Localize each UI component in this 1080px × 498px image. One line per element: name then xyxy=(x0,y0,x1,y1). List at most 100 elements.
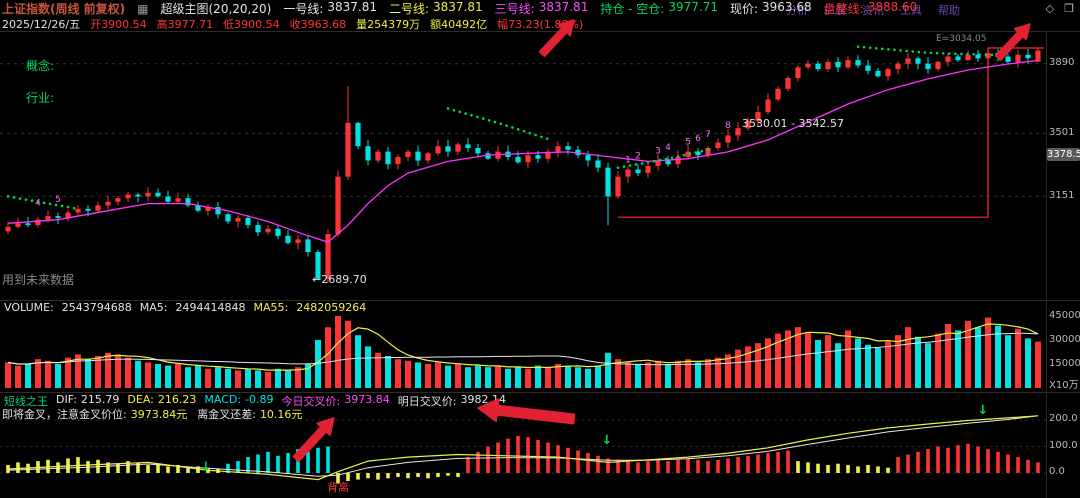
low-price-callout: ←2689.70 xyxy=(312,273,367,286)
diamond-icon[interactable]: ◇ xyxy=(1045,2,1055,15)
line2-value: 3837.81 xyxy=(433,0,483,14)
macd-value: -0.89 xyxy=(245,393,274,406)
symbol-title[interactable]: 上证指数(周线 前复权) xyxy=(2,2,126,16)
price-axis-tick-0: 3890 xyxy=(1049,57,1075,68)
svg-text:4: 4 xyxy=(665,143,671,153)
line3-readout: 三号线: 3837.81 xyxy=(495,0,589,17)
tomorrow-cross-label: 明日交叉价: xyxy=(397,395,457,408)
future-data-watermark: 用到未来数据 xyxy=(2,273,75,287)
svg-text:6: 6 xyxy=(695,134,701,144)
quote-volume: 量254379万 xyxy=(356,18,421,31)
today-cross-readout: 今日交叉价: 3973.84 xyxy=(282,393,390,409)
line1-value: 3837.81 xyxy=(327,0,377,14)
indicator-axis-tick-1: 100.0 xyxy=(1049,440,1078,451)
indicator-panel[interactable]: ↓ ↓ ↓ xyxy=(0,392,1046,498)
quote-amount: 额40492亿 xyxy=(430,18,488,31)
svg-text:7: 7 xyxy=(705,130,711,140)
volume-axis-tick-1: 30000 xyxy=(1049,334,1080,345)
svg-text:3: 3 xyxy=(655,146,661,156)
line1-readout: 一号线: 3837.81 xyxy=(283,0,377,17)
volume-panel[interactable] xyxy=(0,300,1046,396)
volume-ma55-value: 2482059264 xyxy=(296,301,367,314)
divergence-label: 背离 xyxy=(327,481,349,494)
svg-text:↓: ↓ xyxy=(978,403,989,418)
quote-bar: 2025/12/26/五 开3900.54 高3977.71 低3900.54 … xyxy=(2,17,583,31)
quote-low: 低3900.54 xyxy=(223,18,280,31)
svg-text:4: 4 xyxy=(35,198,41,208)
box-line-label: 盘整线: xyxy=(823,2,864,16)
line3-value: 3837.81 xyxy=(538,0,589,14)
dif-readout: DIF: 215.79 xyxy=(56,393,119,409)
current-price-readout: 现价: 3963.68 xyxy=(730,0,812,17)
concept-label[interactable]: 概念: xyxy=(26,59,55,73)
price-axis-tick-2: 3151 xyxy=(1049,190,1075,201)
svg-text:8: 8 xyxy=(725,121,731,131)
volume-axis-tick-2: 15000 xyxy=(1049,358,1080,369)
volume-value: 2543794688 xyxy=(61,301,132,314)
indicator-header: 短线之王 DIF: 215.79 DEA: 216.23 MACD: -0.89… xyxy=(4,393,506,409)
range-callout: 3530.01 - 3542.57 xyxy=(742,117,844,130)
position-readout: 持仓 - 空仓: 3977.71 xyxy=(600,0,718,17)
today-cross-value: 3973.84 xyxy=(344,393,390,406)
box-line-value: 3888.60 xyxy=(867,0,918,14)
dea-label: DEA: xyxy=(127,393,154,406)
quote-range: 幅73.23(1.88%) xyxy=(497,18,584,31)
main-indicator-title[interactable]: 超级主图(20,20,20) xyxy=(160,2,272,16)
stop-line-callout: E=3034.05 xyxy=(936,34,987,44)
svg-text:1: 1 xyxy=(625,155,631,165)
line2-label: 二号线: xyxy=(388,2,430,16)
hint2-label: 离金叉还差: xyxy=(197,408,256,421)
tomorrow-cross-readout: 明日交叉价: 3982.14 xyxy=(398,393,506,409)
position-value: 3977.71 xyxy=(668,0,718,14)
line1-label: 一号线: xyxy=(283,2,324,16)
window-icons: ◇ ❐ xyxy=(1046,2,1074,15)
dea-readout: DEA: 216.23 xyxy=(127,393,196,409)
position-label: 持仓 - 空仓: xyxy=(600,2,665,16)
macd-label: MACD: xyxy=(204,393,242,406)
quote-date: 2025/12/26/五 xyxy=(2,18,81,31)
current-price-value: 3963.68 xyxy=(762,0,812,14)
hint2-value: 10.16元 xyxy=(259,408,303,421)
volume-ma5-label: MA5: xyxy=(139,301,168,314)
volume-ma55-label: MA55: xyxy=(253,301,289,314)
line2-readout: 二号线: 3837.81 xyxy=(389,0,483,17)
svg-text:↓: ↓ xyxy=(602,433,613,448)
volume-canvas[interactable] xyxy=(0,300,1046,392)
hint1-value: 3973.84元 xyxy=(130,408,188,421)
macd-readout: MACD: -0.89 xyxy=(204,393,273,409)
quote-open: 开3900.54 xyxy=(90,18,147,31)
svg-text:5: 5 xyxy=(55,195,61,205)
volume-layers xyxy=(5,316,1041,388)
menu-item-0[interactable]: 分析 xyxy=(786,4,808,17)
indicator-canvas[interactable]: ↓ ↓ ↓ xyxy=(0,392,1046,498)
volume-axis-tick-0: 45000 xyxy=(1049,310,1080,321)
main-chart-canvas[interactable]: 4 51 23 45 6 78 xyxy=(0,31,1046,300)
volume-indicator-separator xyxy=(0,392,1080,393)
volume-axis-unit: X10万 xyxy=(1049,380,1079,391)
today-cross-label: 今日交叉价: xyxy=(281,395,341,408)
indicator-axis-tick-2: 0.0 xyxy=(1049,466,1065,477)
menu-item-3[interactable]: 工具 xyxy=(900,4,922,17)
main-volume-separator xyxy=(0,300,1080,301)
window-menu: 分析 扩展 资讯 工具 帮助 xyxy=(786,2,960,18)
quote-close: 收3963.68 xyxy=(289,18,347,31)
volume-label[interactable]: VOLUME: xyxy=(4,301,54,314)
hint1-label: 即将金叉，注意金叉价位: xyxy=(2,408,127,421)
chart-type-icon[interactable]: ▦ xyxy=(137,1,149,16)
box-line-readout: 盘整线: 3888.60 xyxy=(824,0,918,17)
golden-cross-hint: 即将金叉，注意金叉价位: 3973.84元 离金叉还差: 10.16元 xyxy=(2,406,302,422)
indicator-title[interactable]: 短线之王 xyxy=(4,395,48,408)
menu-item-2[interactable]: 资讯 xyxy=(862,4,884,17)
industry-label[interactable]: 行业: xyxy=(26,91,55,105)
dif-label: DIF: xyxy=(56,393,77,406)
volume-ma5-value: 2494414848 xyxy=(175,301,246,314)
menu-item-1[interactable]: 扩展 xyxy=(824,4,846,17)
menu-item-4[interactable]: 帮助 xyxy=(938,4,960,17)
tomorrow-cross-value: 3982.14 xyxy=(460,393,506,406)
indicator-axis-tick-0: 200.0 xyxy=(1049,413,1078,424)
window-layout-icon[interactable]: ❐ xyxy=(1064,2,1074,15)
dea-value: 216.23 xyxy=(157,393,197,406)
header-bar: 上证指数(周线 前复权) ▦ 超级主图(20,20,20) 一号线: 3837.… xyxy=(2,0,918,17)
